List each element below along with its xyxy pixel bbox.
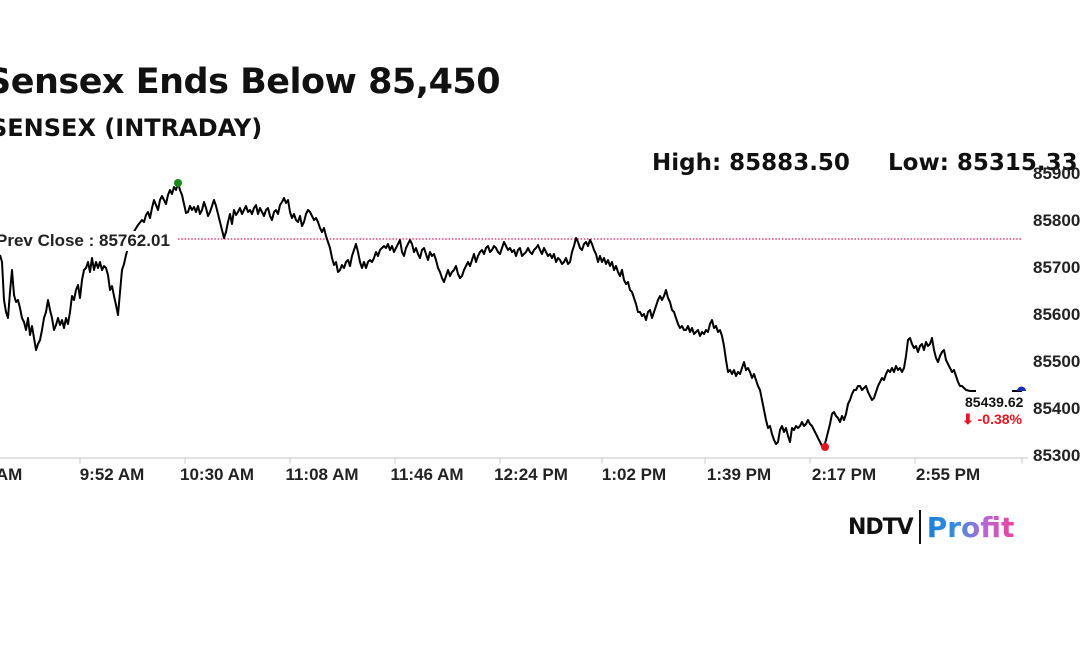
x-tick-1455: 2:55 PM: [915, 465, 981, 484]
x-tick-0952: 9:52 AM: [79, 465, 145, 484]
y-tick-85500: 85500: [1033, 352, 1080, 371]
last-value-marker: [1017, 386, 1026, 391]
x-tick-1108: 11:08 AM: [285, 465, 359, 484]
last-value-label: 85439.62: [965, 394, 1024, 410]
chart-title: Sensex Ends Below 85,450: [0, 62, 501, 102]
x-tick-1146: 11:46 AM: [390, 465, 464, 484]
x-tick-1339: 1:39 PM: [706, 465, 772, 484]
x-tick-1030: 10:30 AM: [179, 465, 255, 484]
ndtv-wordmark: NDTV: [848, 514, 914, 540]
x-axis-ticks: [79, 458, 1023, 464]
change-percent-label: ⬇ -0.38%: [962, 411, 1022, 427]
high-marker: [174, 179, 182, 187]
x-tick-1302: 1:02 PM: [601, 465, 667, 484]
x-tick-0915: 9:15 AM: [0, 465, 23, 484]
low-marker: [821, 443, 829, 451]
logo-divider: [918, 510, 921, 544]
y-tick-85400: 85400: [1033, 399, 1080, 418]
prev-close-label: Prev Close : 85762.01: [0, 231, 174, 251]
chart-subtitle: SENSEX (INTRADAY): [0, 114, 263, 142]
y-tick-85900: 85900: [1033, 164, 1080, 183]
y-tick-85700: 85700: [1033, 258, 1080, 277]
y-tick-85600: 85600: [1033, 305, 1080, 324]
y-tick-85800: 85800: [1033, 211, 1080, 230]
ndtv-profit-logo: NDTV Profit: [848, 510, 1014, 544]
day-high-label: High: 85883.50: [652, 150, 850, 176]
price-line: [0, 182, 976, 448]
x-tick-1224: 12:24 PM: [494, 465, 568, 484]
y-tick-85300: 85300: [1033, 446, 1080, 465]
x-tick-1417: 2:17 PM: [811, 465, 877, 484]
day-low-label: Low: 85315.33: [888, 150, 1078, 176]
profit-wordmark: Profit: [926, 510, 1015, 544]
